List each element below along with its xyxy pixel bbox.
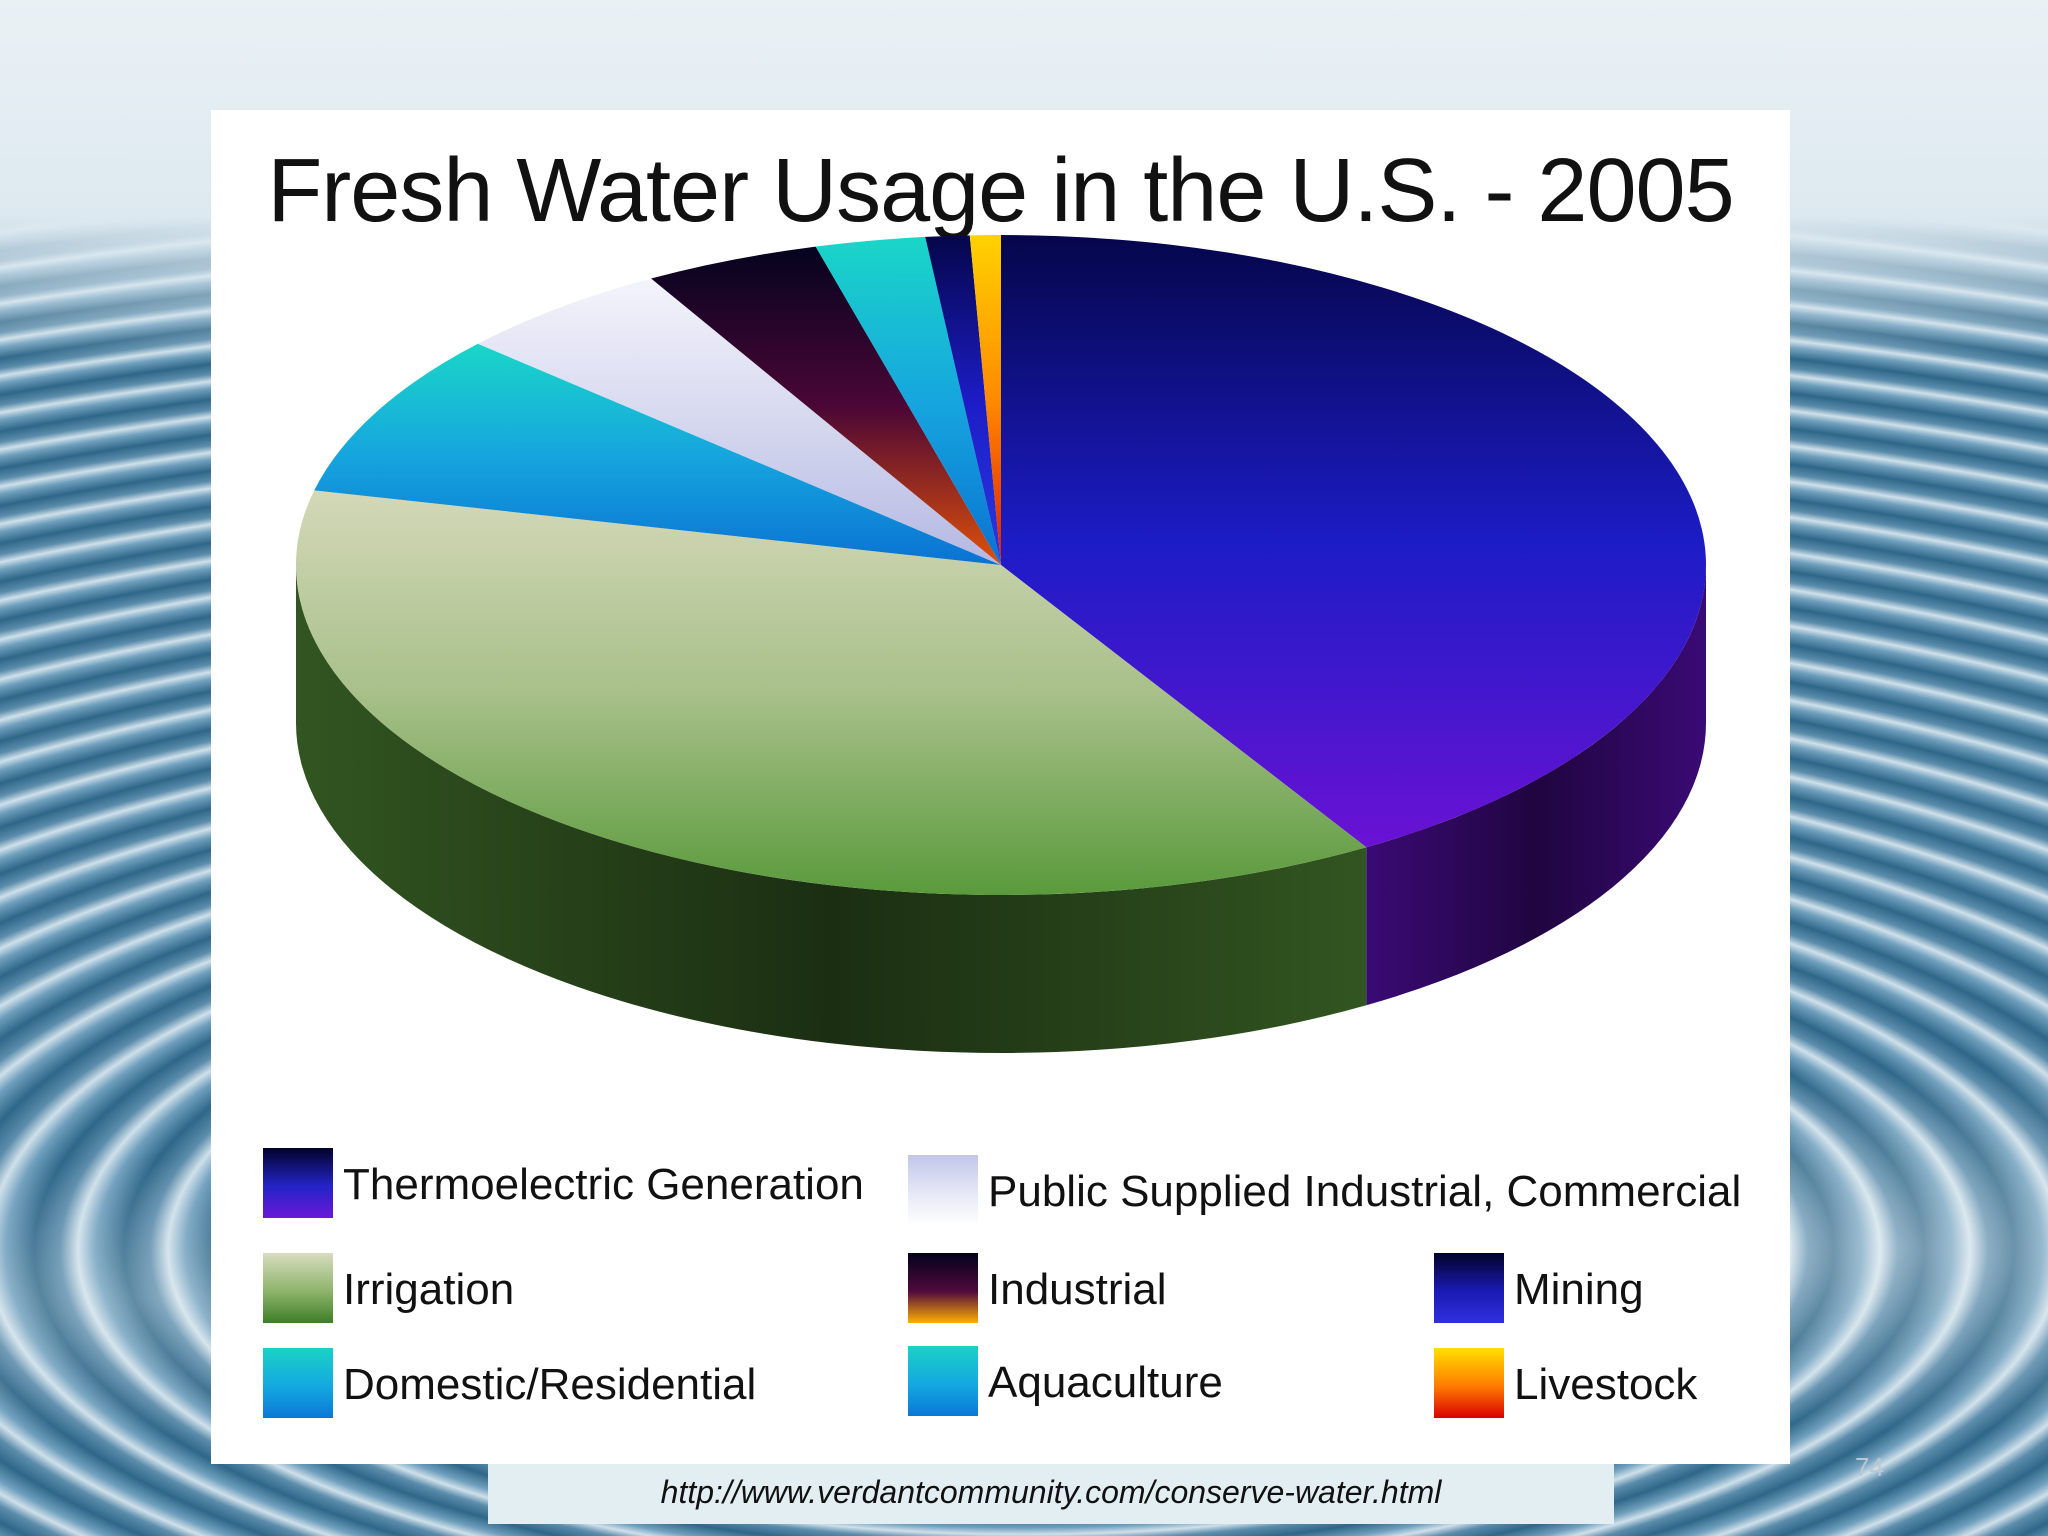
chart-panel: Fresh Water Usage in the U.S. - 2005 The…: [211, 110, 1790, 1464]
legend-swatch: [1434, 1348, 1504, 1418]
legend-swatch: [908, 1253, 978, 1323]
pie-slice: [651, 246, 1001, 565]
pie-sides: [296, 565, 1706, 1053]
pie-slice: [925, 235, 1001, 566]
pie-chart: [295, 235, 1707, 1053]
pie-slice: [477, 278, 1001, 565]
pie-slice: [295, 490, 1367, 895]
pie-top: [295, 235, 1707, 895]
page-number: 74: [1855, 1452, 1884, 1482]
legend-swatch: [263, 1253, 333, 1323]
source-caption: http://www.verdantcommunity.com/conserve…: [488, 1464, 1614, 1524]
legend-label: Domestic/Residential: [343, 1360, 757, 1409]
pie-slice-side: [1366, 565, 1706, 1006]
legend-label: Industrial: [988, 1265, 1167, 1314]
legend-label: Aquaculture: [988, 1358, 1223, 1407]
pie-slice: [969, 235, 1001, 565]
chart-title: Fresh Water Usage in the U.S. - 2005: [267, 141, 1734, 241]
legend-swatch: [908, 1155, 978, 1225]
pie-slice: [1001, 235, 1707, 848]
legend-label: Mining: [1514, 1265, 1644, 1314]
legend-swatch: [908, 1346, 978, 1416]
source-link[interactable]: http://www.verdantcommunity.com/conserve…: [660, 1474, 1442, 1510]
pie-slice: [314, 343, 1001, 565]
pie-slice: [815, 236, 1001, 565]
legend-swatch: [263, 1348, 333, 1418]
legend-label: Public Supplied Industrial, Commercial: [988, 1167, 1742, 1216]
legend-swatch: [1434, 1253, 1504, 1323]
legend-label: Irrigation: [343, 1265, 515, 1314]
legend-label: Livestock: [1514, 1360, 1698, 1409]
legend-label: Thermoelectric Generation: [343, 1160, 864, 1209]
legend-swatch: [263, 1148, 333, 1218]
pie-slice-side: [296, 565, 1367, 1053]
